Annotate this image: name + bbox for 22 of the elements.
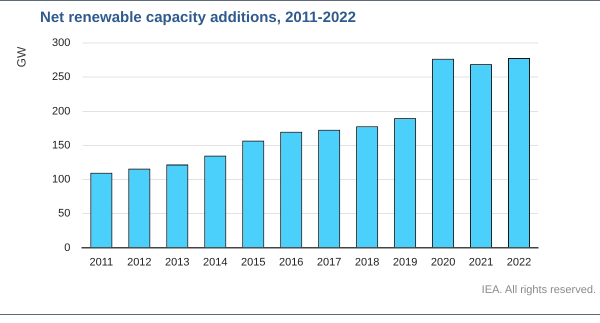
y-tick-label: 250 xyxy=(52,71,70,84)
x-tick-label: 2020 xyxy=(430,256,456,268)
x-tick-label: 2019 xyxy=(392,256,418,268)
y-tick-label: 300 xyxy=(52,37,70,50)
x-tick-label: 2018 xyxy=(354,256,380,268)
chart-title: Net renewable capacity additions, 2011-2022 xyxy=(40,9,356,26)
x-tick-label: 2016 xyxy=(278,256,304,268)
y-tick-label: 50 xyxy=(58,208,70,220)
x-tick-label: 2021 xyxy=(468,256,494,268)
x-tick-label: 2011 xyxy=(90,256,114,268)
y-tick-label: 100 xyxy=(52,174,70,186)
x-tick-label: 2013 xyxy=(165,256,190,268)
x-tick-label: 2015 xyxy=(240,256,266,268)
x-tick-label: 2017 xyxy=(316,256,342,268)
y-tick-label: 0 xyxy=(64,242,70,254)
text: IEA. All rights reserved. xyxy=(482,284,596,296)
y-tick-label: 150 xyxy=(52,139,70,152)
y-axis-title: GW xyxy=(14,46,28,68)
x-tick-label: 2014 xyxy=(203,256,228,268)
x-tick-label: 2012 xyxy=(127,256,152,268)
x-tick-label: 2022 xyxy=(506,256,532,268)
y-tick-label: 200 xyxy=(52,105,70,118)
